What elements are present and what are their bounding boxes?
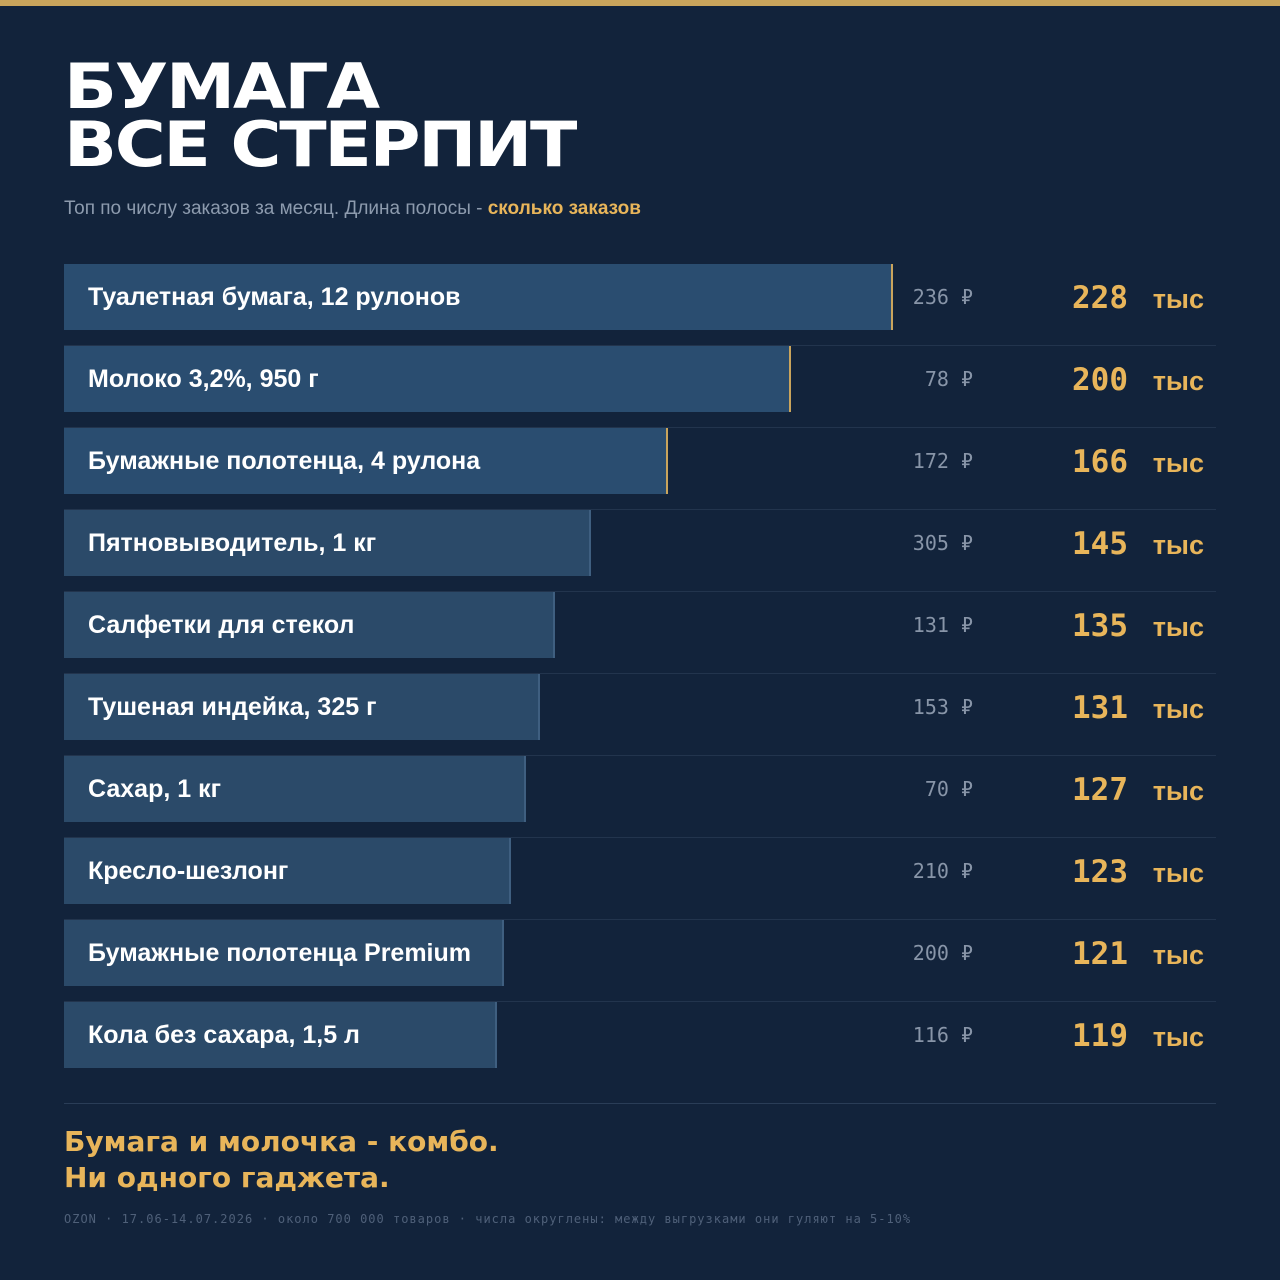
bar-edge — [789, 346, 791, 412]
title-line-2: ВСЕ СТЕРПИТ — [64, 108, 577, 181]
bar-row: Молоко 3,2%, 950 г 78 ₽ 200 тыс — [64, 346, 1216, 428]
bar-edge — [502, 920, 504, 986]
order-count-label: 145 — [1072, 526, 1128, 562]
row-separator — [64, 1001, 1216, 1002]
bar: Салфетки для стекол — [64, 592, 555, 658]
bar-label: Салфетки для стекол — [88, 611, 355, 639]
bar-edge — [666, 428, 668, 494]
row-separator — [64, 591, 1216, 592]
top-accent-stripe — [0, 0, 1280, 6]
order-count-label: 127 — [1072, 772, 1128, 808]
bar-row: Кресло-шезлонг 210 ₽ 123 тыс — [64, 838, 1216, 920]
bar-label: Пятновыводитель, 1 кг — [88, 529, 377, 557]
bar-row: Салфетки для стекол 131 ₽ 135 тыс — [64, 592, 1216, 674]
unit-label: тыс — [1152, 1022, 1204, 1052]
bar: Кола без сахара, 1,5 л — [64, 1002, 497, 1068]
conclusion: Бумага и молочка - комбо. Ни одного гадж… — [64, 1124, 499, 1196]
order-count-label: 123 — [1072, 854, 1128, 890]
bar-edge — [589, 510, 591, 576]
bar-edge — [509, 838, 511, 904]
bar-edge — [524, 756, 526, 822]
row-separator — [64, 509, 1216, 510]
unit-label: тыс — [1152, 940, 1204, 970]
bar: Туалетная бумага, 12 рулонов — [64, 264, 893, 330]
bar-edge — [891, 264, 893, 330]
order-count-label: 200 — [1072, 362, 1128, 398]
bar-row: Туалетная бумага, 12 рулонов 236 ₽ 228 тыс — [64, 264, 1216, 346]
bar-row: Сахар, 1 кг 70 ₽ 127 тыс — [64, 756, 1216, 838]
row-separator — [64, 673, 1216, 674]
bar-row: Кола без сахара, 1,5 л 116 ₽ 119 тыс — [64, 1002, 1216, 1084]
conclusion-line-2: Ни одного гаджета. — [64, 1161, 390, 1194]
row-separator — [64, 837, 1216, 838]
price-label: 70 ₽ — [924, 777, 973, 801]
bar-label: Тушеная индейка, 325 г — [88, 693, 377, 721]
bar-label: Кола без сахара, 1,5 л — [88, 1021, 360, 1049]
order-count-label: 135 — [1072, 608, 1128, 644]
divider — [64, 1103, 1216, 1104]
price-label: 131 ₽ — [912, 613, 973, 637]
unit-label: тыс — [1152, 612, 1204, 642]
order-count-label: 228 — [1072, 280, 1128, 316]
bar-label: Бумажные полотенца, 4 рулона — [88, 447, 481, 475]
price-label: 78 ₽ — [924, 367, 973, 391]
price-label: 116 ₽ — [912, 1023, 973, 1047]
bar: Кресло-шезлонг — [64, 838, 511, 904]
row-separator — [64, 345, 1216, 346]
bar-row: Бумажные полотенца Premium 200 ₽ 121 тыс — [64, 920, 1216, 1002]
order-count-label: 121 — [1072, 936, 1128, 972]
title-line-1: БУМАГА — [64, 50, 380, 123]
unit-label: тыс — [1152, 366, 1204, 396]
bar: Молоко 3,2%, 950 г — [64, 346, 791, 412]
price-label: 172 ₽ — [912, 449, 973, 473]
bar-edge — [553, 592, 555, 658]
bar-edge — [495, 1002, 497, 1068]
row-separator — [64, 427, 1216, 428]
unit-label: тыс — [1152, 448, 1204, 478]
source-footnote: OZON · 17.06-14.07.2026 · около 700 000 … — [64, 1212, 912, 1226]
chart-subtitle: Топ по числу заказов за месяц. Длина пол… — [64, 198, 641, 220]
bar: Бумажные полотенца, 4 рулона — [64, 428, 668, 494]
price-label: 153 ₽ — [912, 695, 973, 719]
bar-row: Тушеная индейка, 325 г 153 ₽ 131 тыс — [64, 674, 1216, 756]
unit-label: тыс — [1152, 530, 1204, 560]
bar-row: Бумажные полотенца, 4 рулона 172 ₽ 166 тыс — [64, 428, 1216, 510]
price-label: 200 ₽ — [912, 941, 973, 965]
bar: Бумажные полотенца Premium — [64, 920, 504, 986]
bar: Пятновыводитель, 1 кг — [64, 510, 591, 576]
price-label: 210 ₽ — [912, 859, 973, 883]
bar-edge — [538, 674, 540, 740]
row-separator — [64, 919, 1216, 920]
page-title: БУМАГА ВСЕ СТЕРПИТ — [64, 50, 577, 181]
bar-label: Молоко 3,2%, 950 г — [88, 365, 319, 393]
bar-label: Туалетная бумага, 12 рулонов — [88, 283, 461, 311]
bar-label: Кресло-шезлонг — [88, 857, 289, 885]
conclusion-line-1: Бумага и молочка - комбо. — [64, 1125, 499, 1158]
unit-label: тыс — [1152, 776, 1204, 806]
price-label: 236 ₽ — [912, 285, 973, 309]
subtitle-accent: сколько заказов — [487, 198, 641, 219]
unit-label: тыс — [1152, 284, 1204, 314]
bar-label: Бумажные полотенца Premium — [88, 939, 472, 967]
bar: Тушеная индейка, 325 г — [64, 674, 540, 740]
bar-row: Пятновыводитель, 1 кг 305 ₽ 145 тыс — [64, 510, 1216, 592]
order-count-label: 119 — [1072, 1018, 1128, 1054]
order-count-label: 131 — [1072, 690, 1128, 726]
bar: Сахар, 1 кг — [64, 756, 526, 822]
row-separator — [64, 755, 1216, 756]
bar-label: Сахар, 1 кг — [88, 775, 222, 803]
unit-label: тыс — [1152, 694, 1204, 724]
subtitle-text: Топ по числу заказов за месяц. Длина пол… — [64, 198, 488, 219]
unit-label: тыс — [1152, 858, 1204, 888]
order-count-label: 166 — [1072, 444, 1128, 480]
price-label: 305 ₽ — [912, 531, 973, 555]
bar-chart: Туалетная бумага, 12 рулонов 236 ₽228 тыс М… — [64, 264, 1216, 1084]
